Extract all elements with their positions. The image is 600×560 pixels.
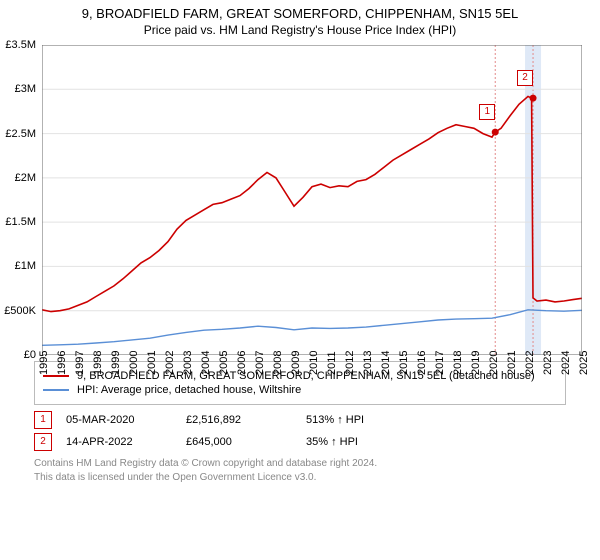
x-tick: 1997 [74,351,86,375]
legend-swatch [43,389,69,391]
x-tick: 2019 [470,351,482,375]
sale-row: 1 05-MAR-2020 £2,516,892 513% ↑ HPI [34,411,566,429]
x-tick: 2013 [362,351,374,375]
y-tick: £3M [15,83,36,95]
y-tick: £0 [24,349,36,361]
legend-swatch [43,375,69,377]
x-tick: 2000 [128,351,140,375]
sale-date: 05-MAR-2020 [66,414,186,426]
x-tick: 1999 [110,351,122,375]
sale-pct: 35% ↑ HPI [306,436,358,448]
legend-label: HPI: Average price, detached house, Wilt… [77,384,301,396]
x-tick: 2003 [182,351,194,375]
x-tick: 2021 [506,351,518,375]
y-tick: £2M [15,172,36,184]
x-tick: 2012 [344,351,356,375]
x-tick: 2008 [272,351,284,375]
x-tick: 1996 [56,351,68,375]
x-tick: 2006 [236,351,248,375]
sale-date: 14-APR-2022 [66,436,186,448]
footer-line-2: This data is licensed under the Open Gov… [34,471,566,485]
x-tick: 2018 [452,351,464,375]
x-tick: 1995 [38,351,50,375]
footer-line-1: Contains HM Land Registry data © Crown c… [34,457,566,471]
sale-price: £645,000 [186,436,306,448]
sale-row: 2 14-APR-2022 £645,000 35% ↑ HPI [34,433,566,451]
chart-plot: £0£500K£1M£1.5M£2M£2.5M£3M£3.5M199519961… [42,45,582,355]
sale-pct: 513% ↑ HPI [306,414,364,426]
sale-marker: 2 [517,70,533,86]
x-tick: 2009 [290,351,302,375]
footer: Contains HM Land Registry data © Crown c… [34,457,566,484]
sale-number: 1 [34,411,52,429]
sale-marker: 1 [479,104,495,120]
x-tick: 2022 [524,351,536,375]
chart-subtitle: Price paid vs. HM Land Registry's House … [0,21,600,41]
sale-number: 2 [34,433,52,451]
x-tick: 2011 [326,351,338,375]
x-tick: 2005 [218,351,230,375]
y-tick: £500K [4,305,36,317]
x-tick: 2016 [416,351,428,375]
x-tick: 2024 [560,351,572,375]
x-tick: 2023 [542,351,554,375]
x-tick: 2015 [398,351,410,375]
x-tick: 2017 [434,351,446,375]
y-tick: £2.5M [5,128,36,140]
x-tick: 2014 [380,351,392,375]
y-tick: £1M [15,260,36,272]
chart-title: 9, BROADFIELD FARM, GREAT SOMERFORD, CHI… [0,0,600,21]
sales-table: 1 05-MAR-2020 £2,516,892 513% ↑ HPI 2 14-… [34,411,566,451]
x-tick: 2010 [308,351,320,375]
y-tick: £1.5M [5,216,36,228]
legend-item: HPI: Average price, detached house, Wilt… [43,384,557,396]
x-tick: 2004 [200,351,212,375]
x-tick: 1998 [92,351,104,375]
x-tick: 2020 [488,351,500,375]
x-tick: 2001 [146,351,158,375]
x-tick: 2007 [254,351,266,375]
sale-price: £2,516,892 [186,414,306,426]
x-tick: 2002 [164,351,176,375]
y-tick: £3.5M [5,39,36,51]
x-tick: 2025 [578,351,590,375]
